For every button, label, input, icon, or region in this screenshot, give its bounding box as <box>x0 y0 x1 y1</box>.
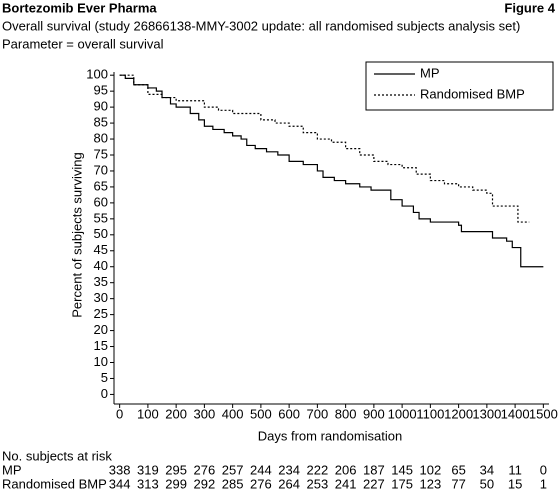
y-tick-label: 10 <box>94 354 108 369</box>
y-tick-label: 65 <box>94 178 108 193</box>
x-tick-label: 1000 <box>388 406 417 421</box>
y-axis-label: Percent of subjects surviving <box>69 152 84 317</box>
y-tick-label: 20 <box>94 322 108 337</box>
legend-label: Randomised BMP <box>420 86 525 101</box>
x-tick-label: 400 <box>222 406 244 421</box>
legend-box <box>365 61 554 111</box>
risk-count: 15 <box>508 476 522 489</box>
y-tick-label: 90 <box>94 99 108 114</box>
x-tick-label: 1500 <box>529 406 558 421</box>
risk-count: 253 <box>307 476 329 489</box>
risk-count: 222 <box>307 462 329 477</box>
y-tick-label: 50 <box>94 226 108 241</box>
y-tick-label: 25 <box>94 306 108 321</box>
risk-count: 1 <box>540 476 547 489</box>
risk-count: 276 <box>194 462 216 477</box>
chart-title: Bortezomib Ever Pharma <box>2 0 157 15</box>
subtitle: Overall survival (study 26866138-MMY-300… <box>2 18 520 33</box>
y-tick-label: 40 <box>94 258 108 273</box>
y-tick-label: 85 <box>94 115 108 130</box>
risk-count: 244 <box>250 462 272 477</box>
risk-count: 11 <box>508 462 522 477</box>
x-tick-label: 0 <box>116 406 123 421</box>
risk-count: 50 <box>480 476 494 489</box>
legend-label: MP <box>420 65 440 80</box>
y-tick-label: 45 <box>94 242 108 257</box>
risk-count: 234 <box>278 462 300 477</box>
y-tick-label: 80 <box>94 130 108 145</box>
y-tick-label: 35 <box>94 274 108 289</box>
risk-count: 264 <box>278 476 300 489</box>
risk-count: 276 <box>250 476 272 489</box>
y-tick-label: 95 <box>94 83 108 98</box>
risk-count: 338 <box>109 462 131 477</box>
risk-count: 34 <box>480 462 494 477</box>
risk-row-label: Randomised BMP <box>2 476 107 489</box>
y-tick-label: 70 <box>94 162 108 177</box>
x-tick-label: 600 <box>278 406 300 421</box>
survival-curve <box>119 74 530 223</box>
risk-count: 206 <box>335 462 357 477</box>
risk-count: 257 <box>222 462 244 477</box>
risk-count: 299 <box>165 476 187 489</box>
y-tick-label: 55 <box>94 210 108 225</box>
risk-count: 102 <box>420 462 442 477</box>
x-tick-label: 1100 <box>416 406 444 421</box>
x-tick-label: 800 <box>335 406 357 421</box>
y-tick-label: 100 <box>86 67 108 82</box>
x-tick-label: 1300 <box>472 406 501 421</box>
x-tick-label: 900 <box>363 406 385 421</box>
parameter: Parameter = overall survival <box>2 36 164 51</box>
risk-count: 241 <box>335 476 357 489</box>
risk-count: 0 <box>540 462 547 477</box>
y-tick-label: 60 <box>94 194 108 209</box>
x-tick-label: 300 <box>194 406 216 421</box>
x-tick-label: 200 <box>165 406 187 421</box>
survival-curve <box>119 74 544 268</box>
risk-count: 77 <box>451 476 465 489</box>
y-tick-label: 0 <box>101 386 108 401</box>
risk-count: 319 <box>137 462 159 477</box>
risk-count: 313 <box>137 476 159 489</box>
x-axis-label: Days from randomisation <box>258 428 403 443</box>
risk-count: 175 <box>391 476 413 489</box>
risk-count: 292 <box>194 476 216 489</box>
risk-count: 227 <box>363 476 385 489</box>
x-tick-label: 1400 <box>501 406 530 421</box>
y-tick-label: 15 <box>94 338 108 353</box>
risk-row-label: MP <box>2 462 22 477</box>
x-tick-label: 1200 <box>444 406 473 421</box>
risk-count: 344 <box>109 476 131 489</box>
x-tick-label: 500 <box>250 406 272 421</box>
risk-count: 187 <box>363 462 385 477</box>
risk-count: 145 <box>391 462 413 477</box>
risk-count: 295 <box>165 462 187 477</box>
risk-count: 65 <box>451 462 465 477</box>
y-tick-label: 5 <box>101 370 108 385</box>
y-tick-label: 75 <box>94 146 108 161</box>
risk-count: 123 <box>420 476 442 489</box>
risk-count: 285 <box>222 476 244 489</box>
risk-table-title: No. subjects at risk <box>2 448 112 463</box>
figure-label: Figure 4 <box>504 0 555 15</box>
y-tick-label: 30 <box>94 290 108 305</box>
x-tick-label: 100 <box>137 406 159 421</box>
x-tick-label: 700 <box>307 406 329 421</box>
